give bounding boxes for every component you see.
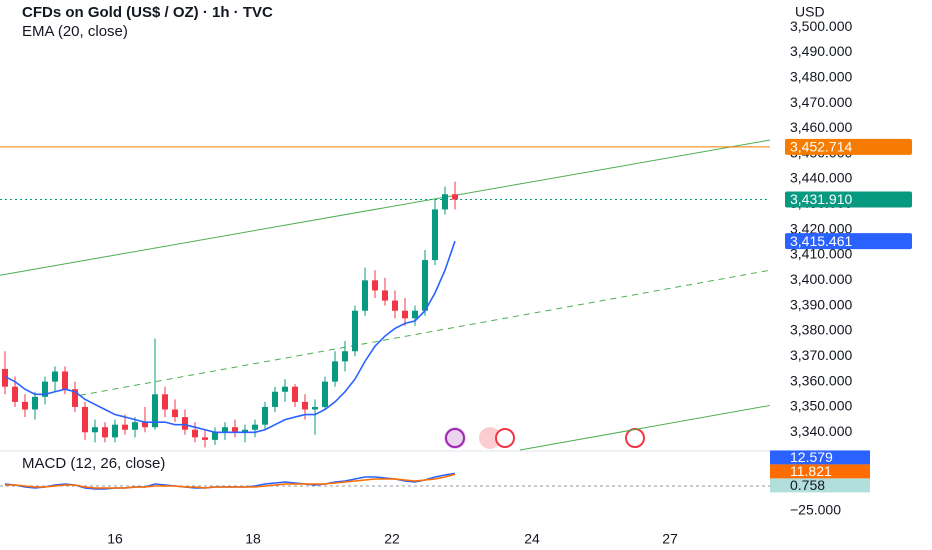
y-tick-label: 3,480.000: [790, 68, 852, 84]
candle-body: [172, 409, 178, 418]
candle-body: [362, 280, 368, 311]
price-badge-label: 3,431.910: [790, 191, 852, 207]
candle-body: [12, 386, 18, 402]
macd-badge: [770, 450, 870, 465]
macd-badge: [770, 478, 870, 493]
candle-body: [292, 386, 298, 402]
candle-body: [282, 386, 288, 392]
candle-body: [422, 260, 428, 311]
y-tick-label: 3,360.000: [790, 372, 852, 388]
candle-body: [122, 424, 128, 430]
candle-body: [242, 429, 248, 433]
x-tick-label: 24: [524, 531, 540, 547]
price-badge-label: 3,452.714: [790, 139, 852, 155]
x-tick-label: 16: [107, 531, 123, 547]
candle-body: [42, 381, 48, 397]
y-tick-label: 3,390.000: [790, 296, 852, 312]
y-tick-label: 3,470.000: [790, 94, 852, 110]
price-badge: [785, 233, 912, 250]
candle-body: [102, 427, 108, 438]
y-tick-label: 3,350.000: [790, 398, 852, 414]
y-tick-label: −25.000: [790, 502, 841, 518]
x-tick-label: 22: [384, 531, 400, 547]
event-icons[interactable]: [444, 427, 645, 449]
y-tick-label: 3,380.000: [790, 322, 852, 338]
macd-badge: [770, 464, 870, 479]
event-icon[interactable]: [495, 428, 515, 448]
trendline: [79, 269, 771, 396]
candle-body: [302, 401, 308, 410]
candle-body: [252, 424, 258, 430]
currency-label: USD: [795, 4, 825, 20]
candle-body: [32, 396, 38, 410]
candle-body: [262, 406, 268, 425]
candle-body: [62, 371, 68, 390]
macd-badge-label: 12.579: [790, 449, 833, 465]
x-tick-label: 18: [245, 531, 261, 547]
y-tick-label: 3,410.000: [790, 246, 852, 262]
candle-body: [52, 371, 58, 382]
candle-body: [82, 406, 88, 433]
candle-body: [392, 300, 398, 311]
x-tick-label: 27: [662, 531, 678, 547]
price-badge-label: 3,415.461: [790, 233, 852, 249]
candle-body: [382, 290, 388, 301]
indicator-label: EMA (20, close): [22, 23, 128, 40]
event-icon[interactable]: [444, 427, 466, 449]
candle-body: [342, 351, 348, 362]
candle-body: [92, 427, 98, 433]
candle-body: [2, 368, 8, 387]
y-tick-label: 3,500.000: [790, 18, 852, 34]
candle-body: [222, 427, 228, 433]
event-icon[interactable]: [445, 428, 465, 448]
candle-body: [312, 406, 318, 410]
candle-body: [332, 361, 338, 382]
macd-title: MACD (12, 26, close): [22, 455, 165, 472]
y-tick-label: 3,420.000: [790, 220, 852, 236]
candle-body: [212, 432, 218, 440]
y-tick-label: 3,440.000: [790, 170, 852, 186]
price-badge: [785, 191, 912, 208]
y-tick-label: 3,490.000: [790, 43, 852, 59]
candle-body: [232, 427, 238, 433]
event-icon[interactable]: [625, 428, 645, 448]
indicator-line: [5, 473, 456, 489]
candle-body: [152, 394, 158, 428]
macd-badge-label: 11.821: [790, 463, 832, 479]
candle-body: [442, 194, 448, 210]
candle-body: [432, 209, 438, 261]
candle-body: [452, 194, 458, 200]
candle-body: [192, 429, 198, 438]
candle-body: [322, 381, 328, 407]
candle-body: [162, 394, 168, 410]
trendline: [519, 404, 771, 451]
price-badge: [785, 138, 912, 155]
candle-body: [372, 280, 378, 291]
macd-badge-label: 0.758: [790, 477, 825, 493]
y-tick-label: 3,460.000: [790, 119, 852, 135]
chart-title: CFDs on Gold (US$ / OZ) · 1h · TVC: [22, 4, 273, 21]
candle-body: [142, 422, 148, 428]
candle-body: [22, 401, 28, 410]
y-tick-label: 3,370.000: [790, 347, 852, 363]
y-tick-label: 3,400.000: [790, 271, 852, 287]
candle-body: [132, 422, 138, 430]
candle-body: [352, 310, 358, 352]
candle-body: [412, 310, 418, 319]
candle-body: [272, 391, 278, 407]
candle-body: [112, 424, 118, 438]
candle-body: [182, 417, 188, 430]
y-tick-label: 3,340.000: [790, 423, 852, 439]
event-icon[interactable]: [479, 427, 501, 449]
trendline: [0, 139, 771, 276]
candle-body: [72, 389, 78, 407]
indicator-line: [4, 240, 456, 434]
candle-body: [202, 437, 208, 440]
candle-body: [402, 310, 408, 319]
